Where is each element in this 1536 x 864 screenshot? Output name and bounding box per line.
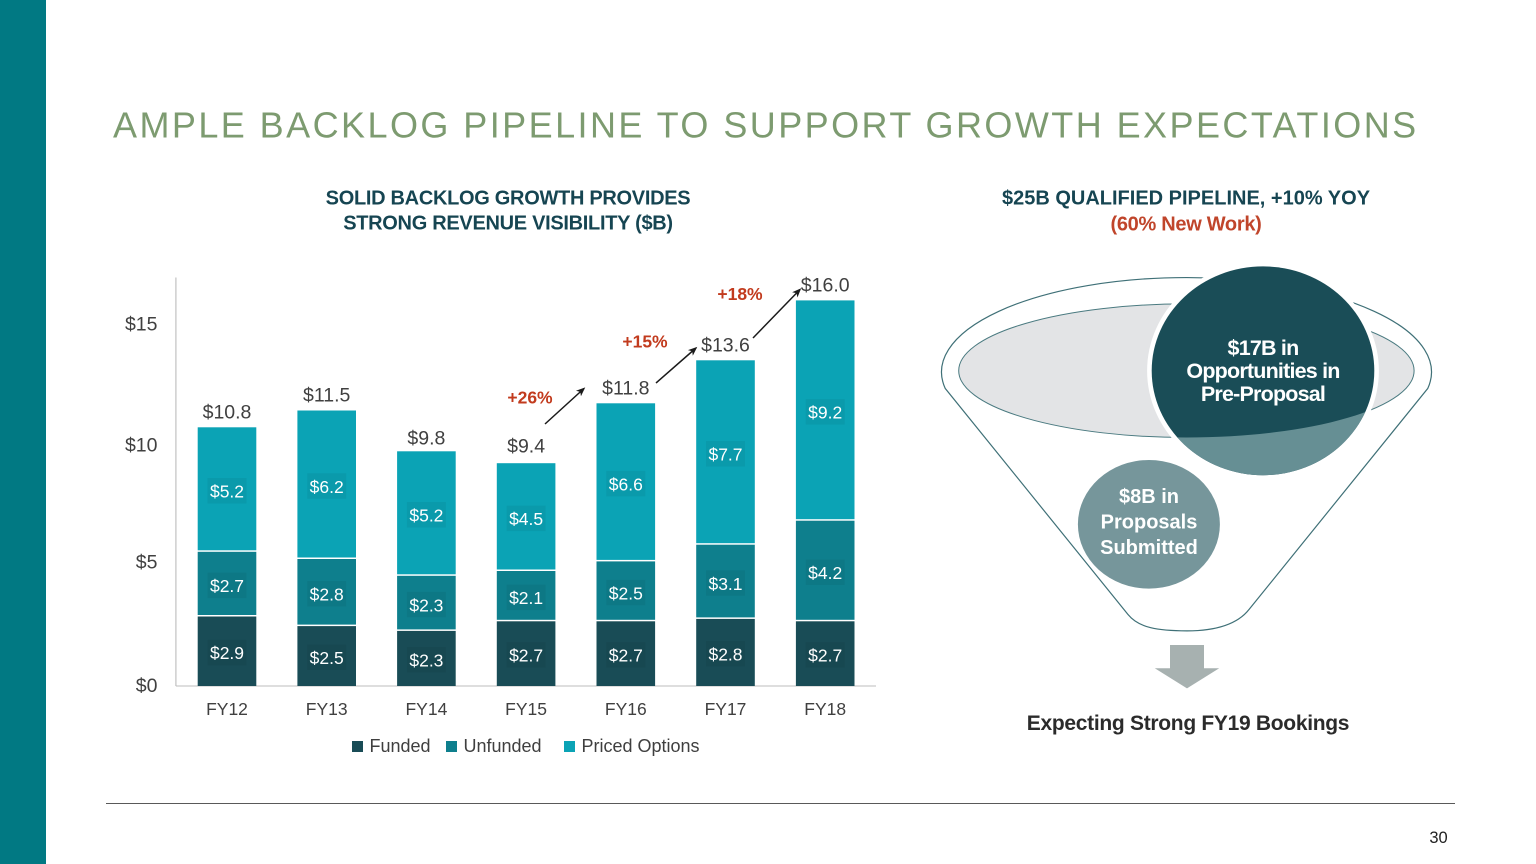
svg-text:$2.7: $2.7 bbox=[509, 646, 543, 666]
svg-text:Expecting Strong FY19 Bookings: Expecting Strong FY19 Bookings bbox=[1027, 712, 1349, 735]
svg-text:$10.8: $10.8 bbox=[203, 401, 252, 423]
svg-text:FY16: FY16 bbox=[605, 699, 647, 719]
svg-text:Unfunded: Unfunded bbox=[464, 736, 542, 756]
svg-text:$2.5: $2.5 bbox=[310, 648, 344, 668]
svg-text:$5.2: $5.2 bbox=[409, 506, 443, 526]
svg-text:FY12: FY12 bbox=[206, 699, 248, 719]
svg-text:$5: $5 bbox=[136, 552, 158, 574]
svg-text:$17B in: $17B in bbox=[1228, 336, 1299, 360]
svg-text:Funded: Funded bbox=[370, 736, 431, 756]
svg-text:$9.2: $9.2 bbox=[808, 403, 842, 423]
svg-text:$4.5: $4.5 bbox=[509, 509, 543, 529]
svg-text:$2.8: $2.8 bbox=[310, 585, 344, 605]
svg-text:$2.9: $2.9 bbox=[210, 643, 244, 663]
svg-text:$2.7: $2.7 bbox=[210, 576, 244, 596]
svg-text:FY14: FY14 bbox=[405, 699, 447, 719]
svg-text:$2.7: $2.7 bbox=[609, 646, 643, 666]
svg-text:$7.7: $7.7 bbox=[708, 445, 742, 465]
svg-text:$6.2: $6.2 bbox=[310, 477, 344, 497]
svg-text:+15%: +15% bbox=[622, 332, 668, 352]
svg-text:Submitted: Submitted bbox=[1100, 537, 1198, 559]
svg-text:AMPLE BACKLOG PIPELINE TO SUPP: AMPLE BACKLOG PIPELINE TO SUPPORT GROWTH… bbox=[113, 105, 1419, 146]
svg-text:$9.8: $9.8 bbox=[407, 428, 445, 450]
svg-text:$2.1: $2.1 bbox=[509, 588, 543, 608]
svg-text:$2.7: $2.7 bbox=[808, 646, 842, 666]
svg-text:+18%: +18% bbox=[717, 284, 763, 304]
svg-text:Priced Options: Priced Options bbox=[582, 736, 700, 756]
svg-text:$11.5: $11.5 bbox=[303, 385, 351, 407]
svg-text:30: 30 bbox=[1429, 829, 1447, 847]
svg-text:$2.3: $2.3 bbox=[409, 595, 443, 615]
svg-text:FY13: FY13 bbox=[306, 699, 348, 719]
svg-text:SOLID BACKLOG GROWTH PROVIDES: SOLID BACKLOG GROWTH PROVIDES bbox=[326, 188, 691, 210]
svg-text:$6.6: $6.6 bbox=[609, 474, 643, 494]
svg-text:$0: $0 bbox=[136, 675, 158, 697]
svg-text:$4.2: $4.2 bbox=[808, 563, 842, 583]
svg-text:$10: $10 bbox=[125, 435, 158, 457]
svg-text:$2.3: $2.3 bbox=[409, 651, 443, 671]
svg-text:$5.2: $5.2 bbox=[210, 482, 244, 502]
svg-text:FY15: FY15 bbox=[505, 699, 547, 719]
svg-text:$25B QUALIFIED PIPELINE, +10%: $25B QUALIFIED PIPELINE, +10% YOY bbox=[1002, 188, 1371, 210]
svg-text:+26%: +26% bbox=[507, 388, 553, 408]
svg-text:$11.8: $11.8 bbox=[602, 377, 649, 399]
svg-text:$8B in: $8B in bbox=[1119, 486, 1179, 508]
svg-text:Opportunities in: Opportunities in bbox=[1186, 359, 1339, 383]
svg-text:FY18: FY18 bbox=[804, 699, 846, 719]
svg-text:$3.1: $3.1 bbox=[708, 574, 742, 594]
svg-text:$9.4: $9.4 bbox=[507, 436, 545, 458]
svg-text:FY17: FY17 bbox=[705, 699, 747, 719]
svg-text:$2.5: $2.5 bbox=[609, 583, 643, 603]
svg-text:$15: $15 bbox=[125, 314, 158, 336]
svg-text:$2.8: $2.8 bbox=[708, 645, 742, 665]
svg-text:$13.6: $13.6 bbox=[701, 334, 750, 356]
svg-text:$16.0: $16.0 bbox=[801, 274, 850, 296]
svg-text:Proposals: Proposals bbox=[1101, 512, 1198, 534]
svg-text:Pre-Proposal: Pre-Proposal bbox=[1201, 382, 1325, 406]
svg-text:(60% New Work): (60% New Work) bbox=[1110, 213, 1261, 235]
svg-text:STRONG REVENUE VISIBILITY ($B): STRONG REVENUE VISIBILITY ($B) bbox=[343, 213, 673, 235]
